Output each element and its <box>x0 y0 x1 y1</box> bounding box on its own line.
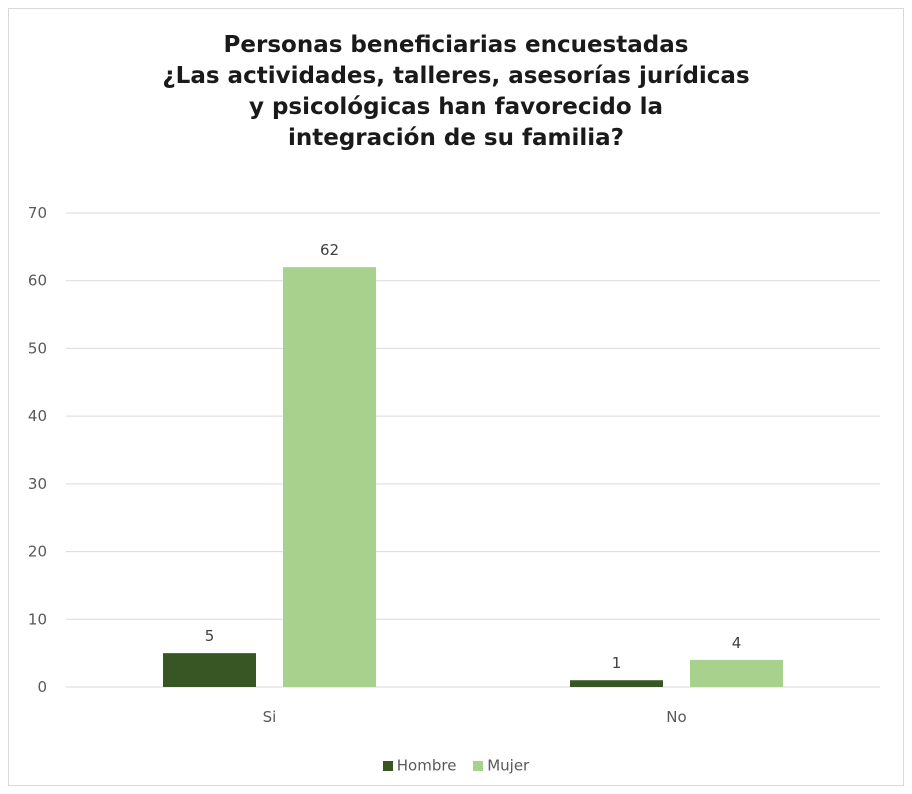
data-label-mujer-si: 62 <box>320 241 339 259</box>
legend-item-mujer: Mujer <box>473 756 529 775</box>
chart-frame <box>8 8 904 786</box>
y-tick-label-50: 50 <box>28 339 47 357</box>
legend-swatch-mujer <box>473 760 484 771</box>
y-tick-label-70: 70 <box>28 204 47 222</box>
bar-mujer-si <box>283 267 376 687</box>
x-tick-label-si: Si <box>263 708 277 726</box>
chart-title-line-3: y psicológicas han favorecido la <box>248 94 664 120</box>
chart-title-line-4: integración de su familia? <box>287 125 625 151</box>
chart-legend: Hombre Mujer <box>0 756 912 775</box>
data-label-hombre-no: 1 <box>612 654 622 672</box>
legend-label-hombre: Hombre <box>396 756 457 775</box>
x-tick-label-no: No <box>666 708 686 726</box>
data-label-mujer-no: 4 <box>732 634 742 652</box>
chart-title: Personas beneficiarias encuestadas ¿Las … <box>0 30 912 154</box>
y-tick-label-60: 60 <box>28 272 47 290</box>
legend-label-mujer: Mujer <box>487 756 530 775</box>
legend-item-hombre: Hombre <box>382 756 457 775</box>
bar-hombre-si <box>163 653 256 687</box>
chart-title-line-1: Personas beneficiarias encuestadas <box>223 32 689 58</box>
bar-hombre-no <box>570 680 663 687</box>
chart-title-line-2: ¿Las actividades, talleres, asesorías ju… <box>162 63 750 89</box>
y-tick-label-40: 40 <box>28 407 47 425</box>
y-tick-label-30: 30 <box>28 475 47 493</box>
y-tick-label-10: 10 <box>28 610 47 628</box>
data-label-hombre-si: 5 <box>205 627 215 645</box>
y-tick-label-20: 20 <box>28 543 47 561</box>
legend-swatch-hombre <box>382 760 393 771</box>
y-tick-label-0: 0 <box>37 678 47 696</box>
bar-mujer-no <box>690 659 783 687</box>
